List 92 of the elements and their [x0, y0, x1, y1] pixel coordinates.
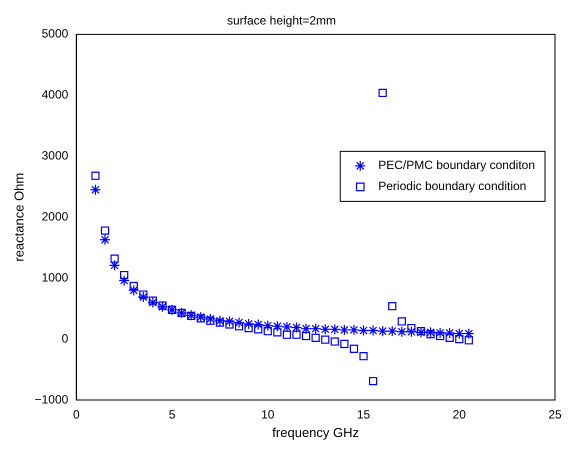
point [321, 336, 330, 344]
point [120, 270, 128, 280]
x-tick-label: 20 [452, 408, 466, 422]
x-tick-label: 25 [548, 408, 562, 422]
point [158, 301, 167, 310]
point [446, 334, 454, 342]
point [233, 317, 245, 328]
point [244, 324, 253, 332]
y-axis-title: reactance Ohm [11, 172, 26, 262]
point [407, 324, 416, 332]
point [204, 313, 216, 325]
legend-label: Periodic boundary condition [378, 179, 526, 194]
point [273, 328, 282, 336]
x-tick-label: 0 [72, 408, 80, 422]
point [398, 317, 406, 326]
y-tick-label: 5000 [42, 26, 69, 41]
point [444, 327, 456, 339]
point [130, 282, 138, 290]
point [463, 328, 474, 340]
point [359, 352, 368, 360]
point [156, 301, 168, 312]
point [350, 344, 358, 353]
point [426, 330, 435, 338]
point [216, 318, 224, 327]
point [310, 323, 322, 334]
point [225, 320, 234, 329]
point [312, 334, 320, 342]
point [118, 274, 130, 286]
point [416, 327, 426, 336]
point [196, 314, 205, 322]
point [91, 172, 100, 180]
point [424, 326, 436, 338]
point [254, 325, 262, 334]
point [330, 337, 339, 346]
point [195, 312, 206, 323]
point [138, 291, 149, 303]
point [378, 88, 387, 98]
point [329, 324, 340, 335]
point [406, 326, 417, 338]
legend-label: PEC/PMC boundary conditon [378, 158, 535, 172]
point [367, 324, 379, 336]
point [415, 326, 427, 338]
point [386, 326, 398, 337]
point [396, 326, 408, 338]
point [234, 322, 244, 330]
point [368, 376, 378, 386]
point [109, 260, 120, 271]
point [338, 324, 350, 336]
point [110, 254, 119, 263]
point [388, 302, 396, 310]
point [320, 324, 331, 335]
point [281, 321, 293, 332]
point [436, 332, 444, 340]
point [214, 315, 226, 326]
x-tick-label: 15 [356, 408, 371, 422]
point [243, 318, 254, 330]
y-tick-label: 4000 [42, 88, 69, 102]
point [290, 322, 302, 334]
point [455, 334, 464, 344]
y-tick-label: 1000 [42, 270, 69, 284]
point [302, 332, 310, 340]
point [262, 320, 274, 332]
point [100, 226, 110, 235]
point [300, 323, 312, 334]
point [148, 296, 158, 305]
y-tick-label: 2000 [42, 210, 69, 224]
point [252, 318, 264, 330]
x-tick-label: 10 [261, 408, 275, 422]
point [206, 316, 214, 325]
x-axis-title: frequency GHz [272, 424, 360, 440]
point [272, 320, 283, 332]
point [139, 290, 148, 299]
point [147, 296, 158, 308]
point [292, 330, 301, 339]
point [348, 324, 360, 336]
y-tick-label: 0 [62, 331, 69, 346]
y-tick-label: −1000 [34, 392, 69, 406]
point [264, 327, 272, 336]
x-tick-label: 5 [168, 408, 176, 422]
point [282, 330, 292, 339]
point [454, 328, 465, 340]
point [358, 324, 370, 336]
point [99, 234, 111, 246]
point [464, 336, 473, 344]
point [128, 284, 140, 296]
point [224, 316, 236, 327]
y-tick-label: 3000 [42, 148, 69, 163]
point [377, 326, 388, 337]
point [340, 340, 349, 348]
chart-title: surface height=2mm [226, 14, 336, 28]
point [434, 327, 446, 339]
point [90, 184, 102, 196]
